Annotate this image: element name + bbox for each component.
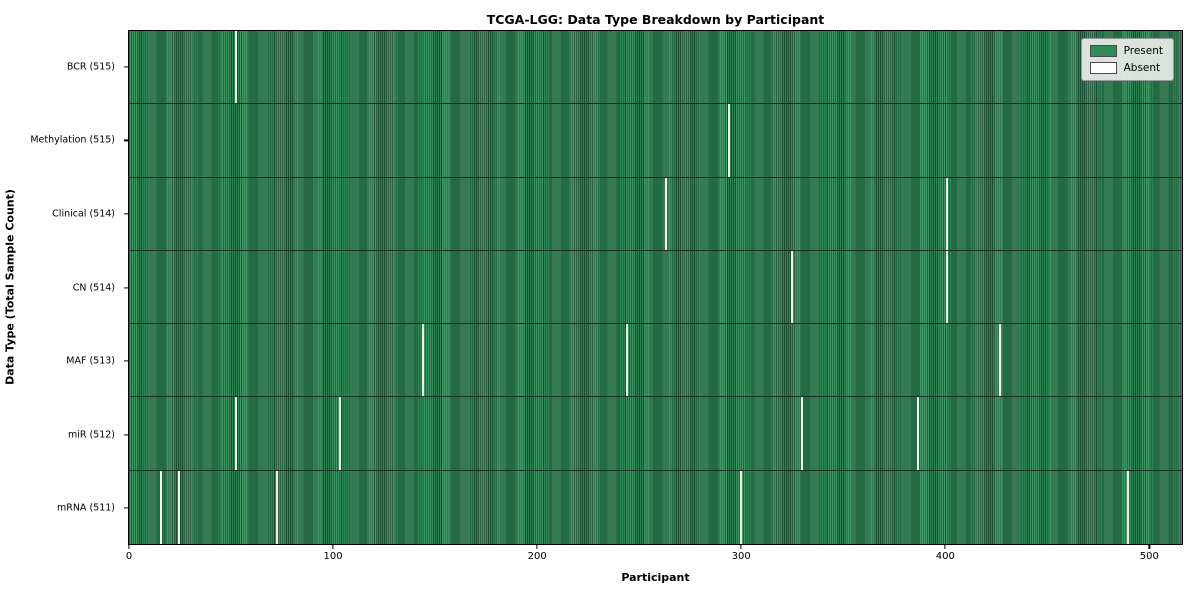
y-tick-label: Methylation (515) [30, 134, 115, 146]
x-tick-mark [128, 545, 130, 549]
y-tick-mark [124, 507, 128, 509]
x-axis-title: Participant [621, 571, 690, 584]
y-axis-tick-labels: BCR (515) Methylation (515) Clinical (514)… [0, 30, 122, 545]
absent-gap [275, 470, 278, 544]
y-tick-mark [124, 66, 128, 68]
absent-gap [727, 104, 730, 177]
absent-gap [998, 324, 1001, 397]
x-tick-mark [536, 545, 538, 549]
heatmap-row-mRNA [129, 470, 1182, 544]
absent-gap [664, 177, 667, 250]
absent-gap [740, 470, 743, 544]
heatmap-row-CN [129, 250, 1182, 325]
heatmap-row-Methylation [129, 104, 1182, 178]
legend-entry-absent: Absent [1089, 62, 1163, 74]
absent-gap [234, 397, 237, 470]
x-tick-mark [740, 545, 742, 549]
y-tick-label: MAF (513) [66, 355, 115, 367]
legend: Present Absent [1080, 38, 1174, 81]
legend-swatch-present [1089, 45, 1117, 57]
heatmap-row-BCR [129, 31, 1182, 105]
y-tick-label: CN (514) [72, 282, 115, 293]
legend-entry-present: Present [1089, 45, 1163, 57]
x-tick-label: 400 [935, 551, 955, 562]
absent-gap [177, 470, 180, 544]
heatmap-row-miR [129, 397, 1182, 471]
x-tick-label: 500 [1139, 551, 1159, 562]
absent-gap [1127, 470, 1130, 544]
legend-swatch-absent [1089, 62, 1117, 74]
x-tick-label: 200 [527, 551, 547, 562]
x-tick-mark [332, 545, 334, 549]
absent-gap [945, 177, 948, 250]
y-tick-mark [124, 213, 128, 215]
x-tick-label: 100 [323, 551, 343, 562]
y-tick-label: Clinical (514) [52, 208, 115, 220]
y-tick-label: mRNA (511) [56, 502, 115, 514]
absent-gap [790, 250, 793, 324]
x-tick-mark [1148, 545, 1150, 549]
legend-label-present: Present [1123, 45, 1163, 57]
absent-gap [422, 324, 425, 397]
absent-gap [945, 250, 948, 324]
y-tick-mark [124, 434, 128, 436]
y-tick-mark [124, 360, 128, 362]
plot-area: Present Absent [128, 30, 1183, 545]
legend-label-absent: Absent [1123, 62, 1161, 74]
absent-gap [159, 470, 162, 544]
y-tick-label: miR (512) [67, 429, 115, 441]
x-tick-mark [944, 545, 946, 549]
y-tick-mark [124, 139, 128, 141]
absent-gap [625, 324, 628, 397]
absent-gap [917, 397, 920, 470]
heatmap-row-Clinical [129, 177, 1182, 251]
y-tick-mark [124, 286, 128, 289]
x-tick-label: 0 [125, 551, 133, 562]
x-tick-label: 300 [731, 551, 751, 562]
y-tick-label: BCR (515) [66, 61, 115, 73]
absent-gap [338, 397, 341, 470]
absent-gap [801, 397, 804, 470]
chart-title: TCGA-LGG: Data Type Breakdown by Partici… [486, 12, 825, 27]
x-axis: 0 100 200 300 400 500 [125, 545, 1183, 585]
absent-gap [234, 31, 237, 104]
heatmap-row-MAF [129, 324, 1182, 398]
